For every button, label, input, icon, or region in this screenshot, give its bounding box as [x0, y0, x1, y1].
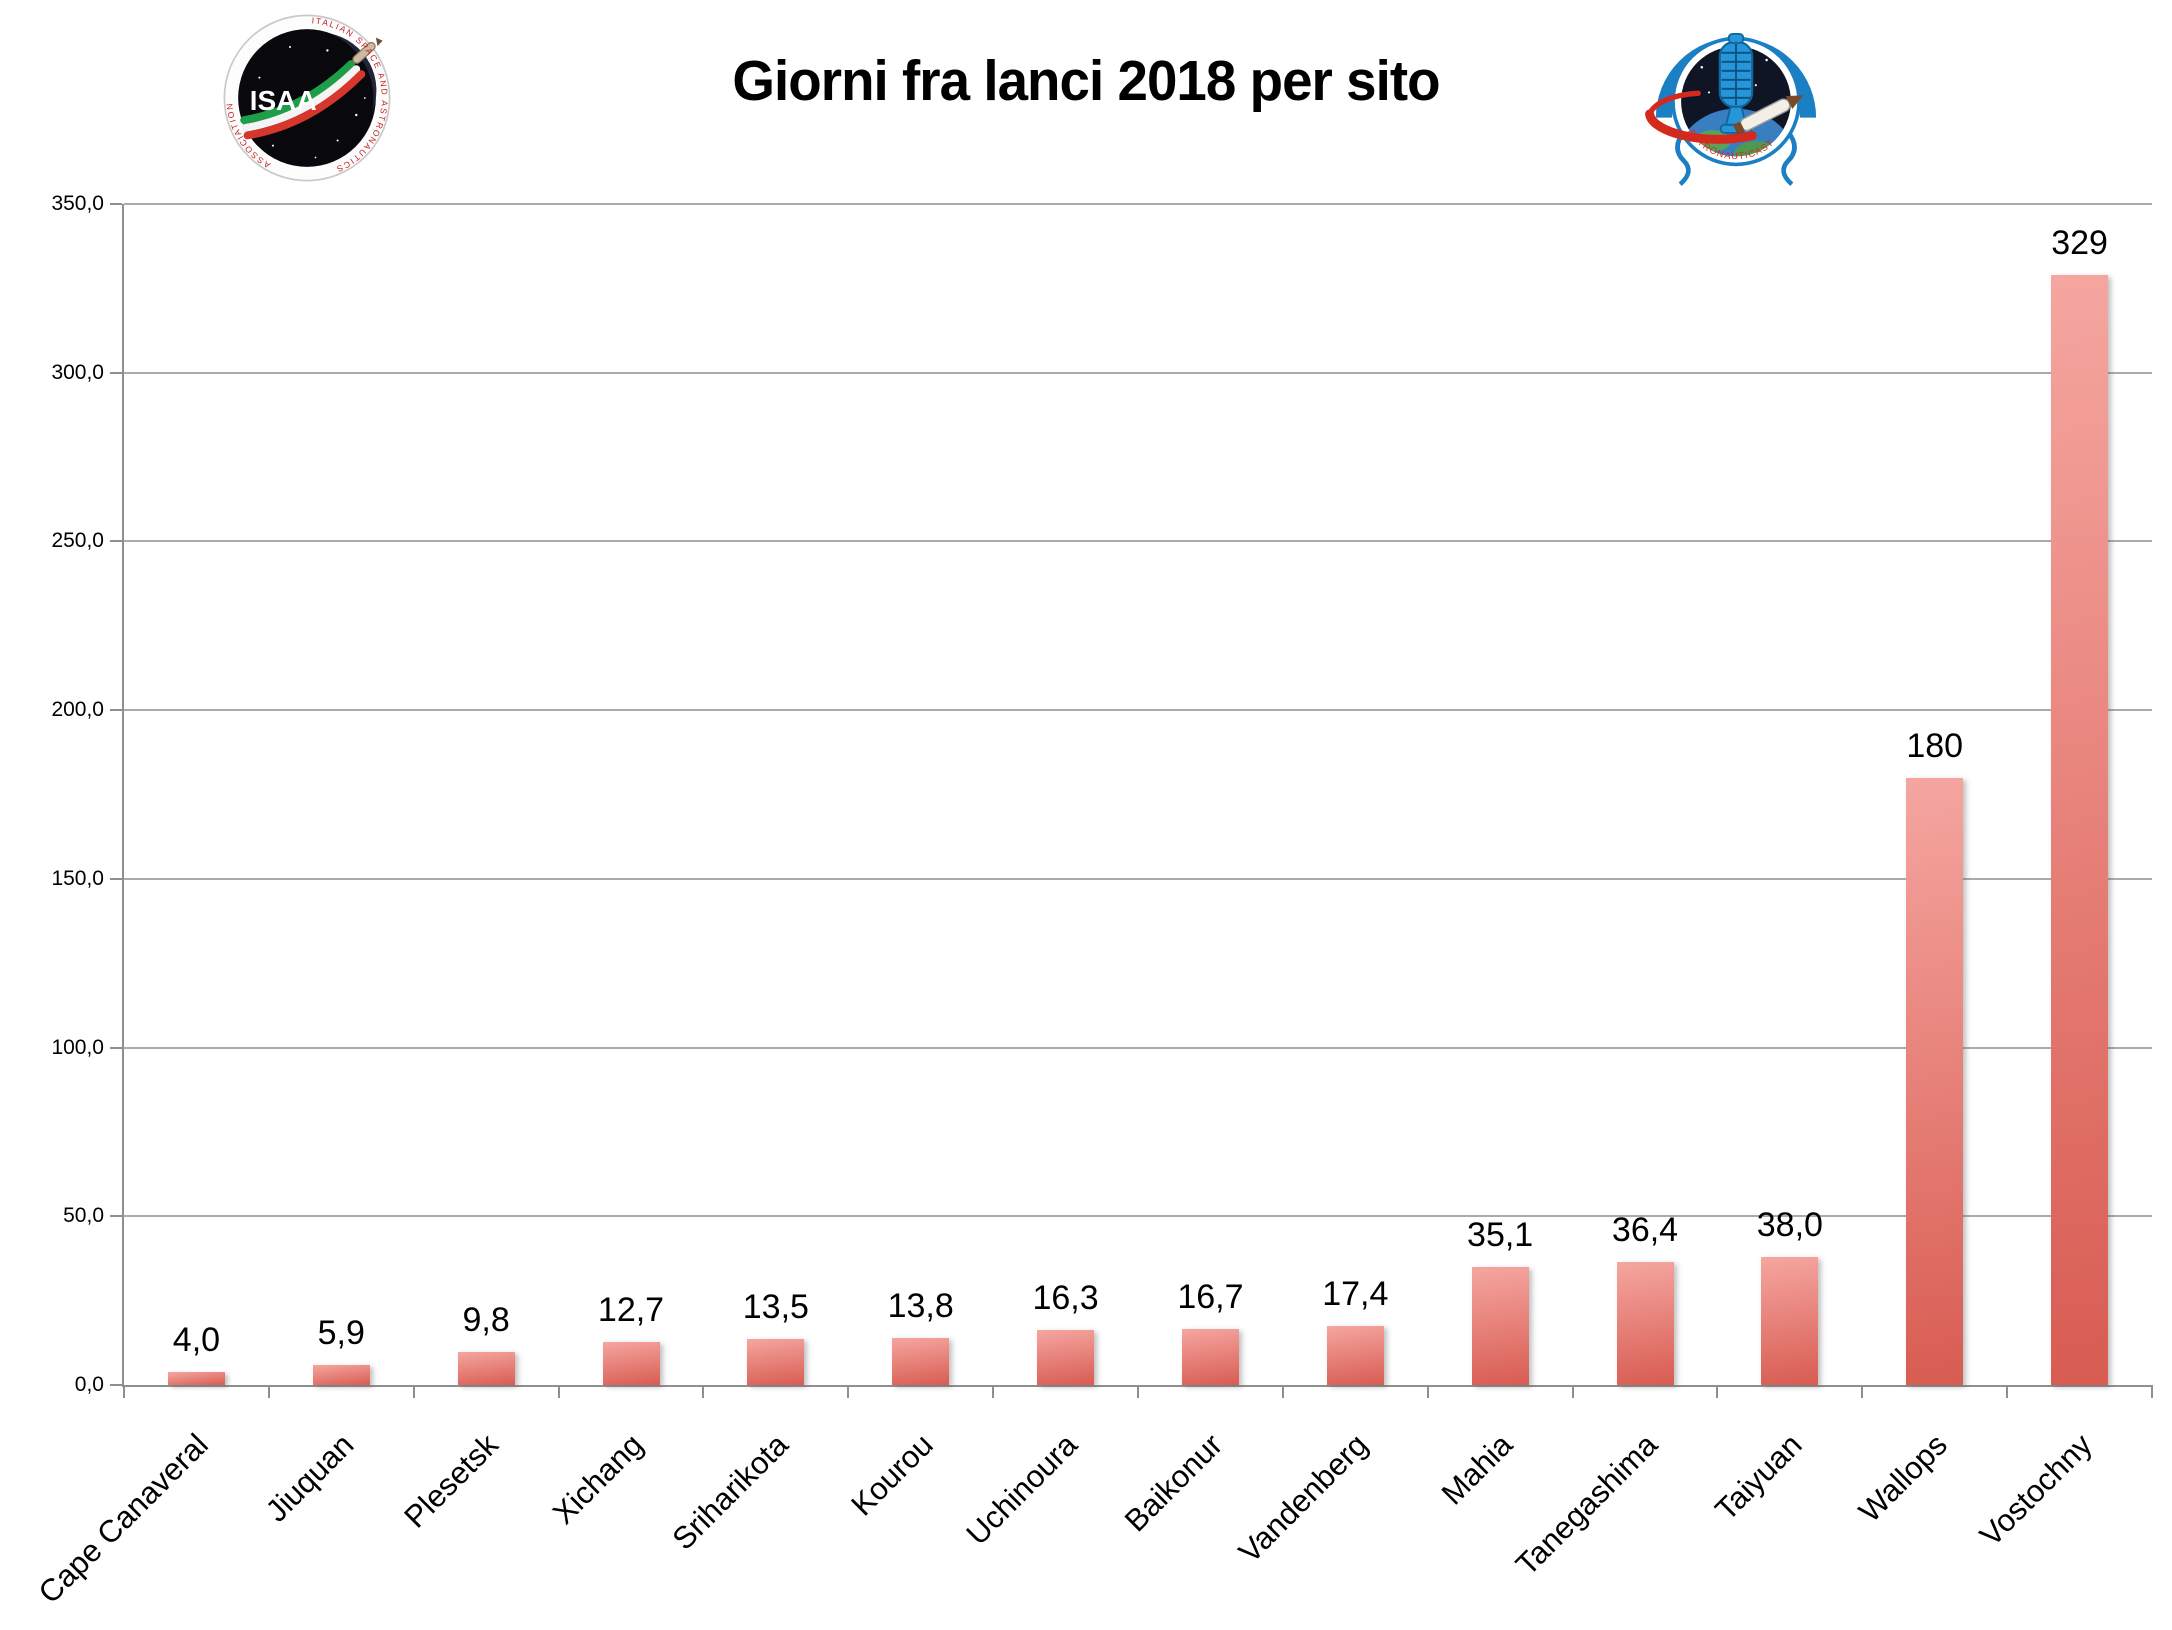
y-axis-tick — [110, 1384, 122, 1386]
x-category-label: Wallops — [1851, 1427, 1954, 1529]
y-tick-label: 0,0 — [74, 1373, 104, 1396]
bar-value-label: 17,4 — [1322, 1275, 1389, 1314]
x-axis-tick — [123, 1385, 125, 1398]
bar — [1761, 1256, 1819, 1385]
x-category-label: Tanegashima — [1508, 1427, 1664, 1583]
bar-value-label: 180 — [1906, 726, 1964, 765]
x-axis-tick — [1426, 1385, 1429, 1398]
y-tick-label: 100,0 — [51, 1035, 104, 1059]
x-axis-tick — [992, 1385, 995, 1398]
x-axis-tick — [1281, 1385, 1284, 1398]
bar-value-label: 12,7 — [597, 1291, 665, 1330]
orbit-swoosh — [1645, 90, 1757, 144]
x-category-label: Plesetsk — [397, 1427, 505, 1535]
x-category-label: Taiyuan — [1708, 1427, 1809, 1528]
x-category-label: Vostochny — [1972, 1427, 2099, 1553]
y-tick-label: 200,0 — [51, 698, 104, 722]
bar-value-label: 13,8 — [887, 1287, 954, 1326]
astronauticast-logo: ASTRONAUTICAST — [1645, 33, 1817, 186]
gridline — [124, 203, 2152, 205]
gridline — [124, 709, 2152, 712]
bar-value-label: 9,8 — [462, 1300, 510, 1339]
gridline — [124, 877, 2152, 880]
y-axis-tick — [110, 709, 122, 712]
x-axis-tick — [267, 1385, 270, 1398]
x-axis-tick — [1137, 1385, 1139, 1398]
rocket-icon — [1732, 95, 1804, 135]
bar — [892, 1338, 950, 1385]
x-axis-tick — [1716, 1385, 1719, 1398]
bar — [167, 1371, 225, 1385]
x-category-label: Vandenberg — [1231, 1427, 1375, 1570]
gridline — [124, 1046, 2152, 1049]
y-tick-label: 300,0 — [51, 360, 104, 384]
gridline — [124, 371, 2152, 374]
bar — [747, 1339, 805, 1385]
y-axis-tick — [110, 1046, 122, 1049]
isaa-rocket-pen — [352, 37, 383, 64]
bar-value-label: 329 — [2051, 223, 2108, 262]
x-axis-tick — [557, 1385, 560, 1398]
x-axis-tick — [2006, 1385, 2009, 1398]
y-axis-tick — [110, 540, 122, 543]
bar-value-label: 38,0 — [1756, 1205, 1823, 1244]
bar — [1616, 1262, 1674, 1385]
bar — [457, 1351, 515, 1385]
y-axis-tick — [110, 877, 122, 880]
x-category-label: Mahia — [1434, 1427, 1519, 1512]
x-axis-tick — [847, 1385, 850, 1398]
bar — [312, 1365, 370, 1385]
gridline — [124, 1215, 2152, 1218]
x-category-label: Cape Canaveral — [32, 1427, 216, 1611]
x-category-label: Xichang — [545, 1427, 650, 1531]
bar — [2051, 274, 2109, 1385]
bar-value-label: 16,7 — [1177, 1277, 1244, 1316]
bar-value-label: 4,0 — [172, 1320, 221, 1359]
y-tick-label: 150,0 — [51, 866, 104, 890]
x-axis-tick — [702, 1385, 705, 1398]
bar-value-label: 13,5 — [742, 1288, 809, 1327]
bar — [1326, 1326, 1384, 1385]
gridline — [124, 540, 2152, 543]
bar-value-label: 16,3 — [1032, 1279, 1099, 1317]
plot-area: 0,0 50,0 100,0 150,0 200,0 250,0 300,0 350,0 4,0… — [32, 192, 2153, 1610]
y-axis-tick — [110, 203, 122, 205]
isaa-stars — [258, 45, 366, 159]
x-category-label: Jiuquan — [258, 1427, 361, 1529]
x-axis-tick — [1861, 1385, 1864, 1398]
isaa-flag-swoosh — [240, 60, 366, 140]
bar — [602, 1342, 660, 1385]
bar — [1181, 1328, 1239, 1385]
bar — [1471, 1266, 1529, 1385]
y-tick-label: 250,0 — [51, 529, 104, 553]
y-axis-tick — [110, 1215, 122, 1218]
x-category-label: Uchinoura — [959, 1427, 1085, 1552]
y-tick-label: 50,0 — [63, 1204, 104, 1228]
x-axis-tick — [2151, 1385, 2153, 1398]
y-axis-tick — [110, 371, 122, 374]
x-category-label: Kourou — [844, 1427, 940, 1523]
bar — [1906, 777, 1964, 1385]
y-tick-label: 350,0 — [51, 192, 104, 215]
page-title: Giorni fra lanci 2018 per sito — [732, 49, 1440, 113]
x-axis-tick — [412, 1385, 415, 1398]
bar-value-label: 36,4 — [1611, 1211, 1679, 1250]
bar — [1037, 1330, 1095, 1385]
bar-value-label: 5,9 — [317, 1314, 365, 1353]
x-axis-tick — [1571, 1385, 1574, 1398]
isaa-logo: ISAA ITALIAN SPACE AND ASTRONAUTICS ASSO… — [223, 14, 391, 182]
x-category-label: Baikonur — [1117, 1427, 1230, 1539]
x-category-label: Sriharikota — [665, 1427, 795, 1557]
bar-value-label: 35,1 — [1467, 1215, 1534, 1254]
isaa-wordmark: ISAA — [250, 85, 317, 116]
